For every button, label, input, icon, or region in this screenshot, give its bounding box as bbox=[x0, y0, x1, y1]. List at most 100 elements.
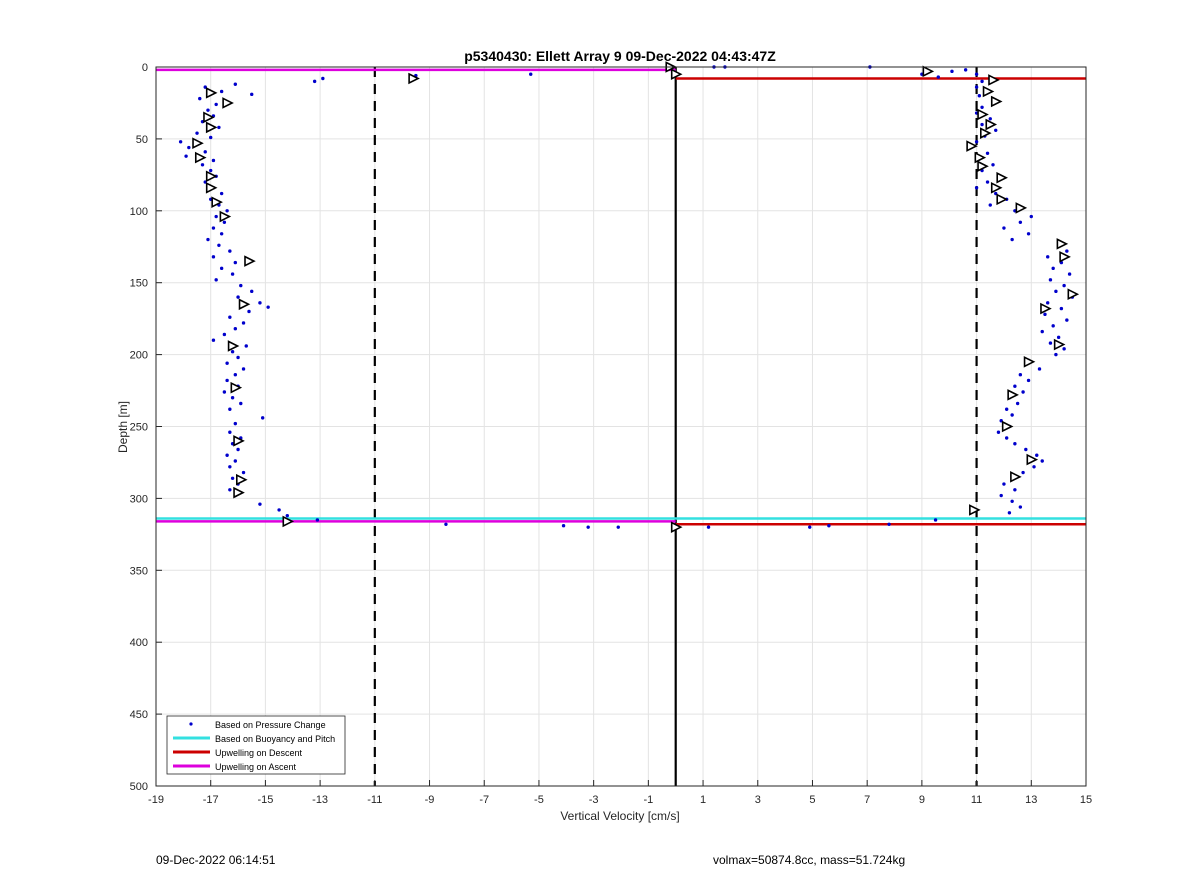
pressure-point bbox=[1048, 341, 1053, 345]
pressure-point bbox=[988, 203, 992, 207]
pressure-point bbox=[1065, 249, 1069, 253]
pressure-point bbox=[209, 168, 213, 173]
velocity-marker bbox=[996, 193, 1008, 206]
velocity-marker bbox=[238, 298, 251, 311]
x-tick-label: 11 bbox=[971, 794, 982, 806]
pressure-point bbox=[999, 493, 1003, 498]
pressure-point bbox=[211, 338, 216, 342]
pressure-point bbox=[228, 315, 232, 319]
pressure-point bbox=[209, 135, 213, 140]
pressure-point bbox=[1010, 413, 1014, 417]
pressure-point bbox=[214, 278, 218, 282]
pressure-point bbox=[228, 407, 232, 411]
pressure-point bbox=[991, 163, 995, 167]
pressure-point bbox=[228, 465, 232, 469]
legend-label: Based on Buoyancy and Pitch bbox=[215, 734, 335, 744]
pressure-point bbox=[241, 321, 246, 325]
pressure-point bbox=[1062, 283, 1066, 288]
pressure-point bbox=[236, 447, 240, 452]
y-tick-label: 350 bbox=[130, 565, 148, 577]
pressure-point bbox=[1018, 373, 1023, 377]
pressure-point bbox=[233, 459, 238, 463]
pressure-point bbox=[230, 396, 235, 400]
pressure-point bbox=[936, 75, 940, 79]
pressure-point bbox=[1054, 289, 1058, 294]
pressure-point bbox=[222, 220, 227, 225]
velocity-marker bbox=[966, 140, 978, 152]
pressure-point bbox=[1035, 453, 1039, 457]
pressure-point bbox=[1018, 505, 1023, 509]
chart-title: p5340430: Ellett Array 9 09-Dec-2022 04:… bbox=[464, 48, 776, 64]
pressure-point bbox=[266, 305, 270, 309]
pressure-point bbox=[980, 122, 984, 127]
velocity-marker bbox=[235, 473, 248, 486]
velocity-marker bbox=[244, 255, 256, 267]
velocity-marker bbox=[670, 68, 683, 80]
velocity-marker bbox=[1010, 471, 1022, 483]
pressure-point bbox=[285, 513, 289, 518]
pressure-point bbox=[250, 92, 254, 97]
pressure-point bbox=[1046, 301, 1050, 305]
pressure-point bbox=[236, 355, 240, 360]
pressure-point bbox=[187, 145, 191, 150]
pressure-point bbox=[225, 209, 229, 213]
velocity-marker bbox=[1007, 389, 1019, 401]
pressure-point bbox=[206, 108, 210, 112]
pressure-point bbox=[1051, 324, 1055, 328]
pressure-point bbox=[1051, 266, 1055, 271]
pressure-point bbox=[233, 260, 238, 265]
pressure-point bbox=[1040, 459, 1044, 463]
pressure-point bbox=[985, 180, 990, 184]
pressure-point bbox=[444, 522, 448, 526]
velocity-marker bbox=[227, 340, 240, 352]
pressure-point bbox=[980, 105, 984, 109]
pressure-point bbox=[211, 255, 216, 259]
velocity-marker bbox=[977, 108, 989, 121]
pressure-point bbox=[241, 470, 246, 475]
pressure-point bbox=[222, 332, 227, 337]
velocity-marker bbox=[205, 170, 218, 183]
legend-entry-pressure: Based on Pressure Change bbox=[189, 720, 326, 730]
velocity-marker bbox=[192, 137, 204, 150]
x-tick-label: -5 bbox=[534, 794, 544, 806]
y-tick-label: 200 bbox=[130, 350, 148, 362]
pressure-point bbox=[1013, 488, 1017, 492]
pressure-point bbox=[933, 518, 938, 522]
pressure-point bbox=[239, 401, 243, 406]
pressure-point bbox=[222, 390, 227, 394]
pressure-point bbox=[258, 502, 262, 506]
pressure-point bbox=[974, 85, 979, 89]
legend-entry-buoyancy: Based on Buoyancy and Pitch bbox=[173, 734, 335, 744]
velocity-marker bbox=[974, 151, 987, 164]
pressure-point bbox=[988, 117, 992, 121]
velocity-marker bbox=[211, 196, 223, 208]
pressure-point bbox=[203, 150, 207, 154]
pressure-point bbox=[312, 79, 317, 84]
pressure-point bbox=[529, 72, 533, 76]
pressure-point bbox=[214, 214, 218, 219]
velocity-marker bbox=[990, 95, 1003, 108]
pressure-point bbox=[211, 158, 216, 163]
x-tick-label: -7 bbox=[479, 794, 489, 806]
pressure-point bbox=[1018, 220, 1023, 225]
velocity-marker bbox=[203, 111, 215, 124]
x-tick-label: -1 bbox=[643, 794, 653, 806]
legend-label: Upwelling on Descent bbox=[215, 748, 303, 758]
velocity-marker bbox=[1023, 355, 1036, 368]
pressure-point bbox=[230, 272, 235, 276]
velocity-marker bbox=[1053, 338, 1066, 351]
legend-dot-icon bbox=[189, 722, 193, 726]
x-tick-label: -11 bbox=[367, 794, 382, 806]
pressure-point bbox=[219, 232, 224, 236]
footer-timestamp: 09-Dec-2022 06:14:51 bbox=[156, 853, 276, 867]
pressure-point bbox=[974, 72, 979, 76]
velocity-marker bbox=[988, 74, 1000, 86]
y-tick-label: 100 bbox=[130, 206, 148, 218]
pressure-point bbox=[195, 131, 199, 135]
footer-glider-info: volmax=50874.8cc, mass=51.724kg bbox=[713, 853, 906, 867]
legend-entry-descent: Upwelling on Descent bbox=[173, 748, 303, 758]
velocity-marker bbox=[670, 521, 683, 533]
velocity-marker bbox=[219, 210, 232, 223]
pressure-point bbox=[211, 226, 216, 230]
velocity-marker bbox=[982, 85, 995, 98]
